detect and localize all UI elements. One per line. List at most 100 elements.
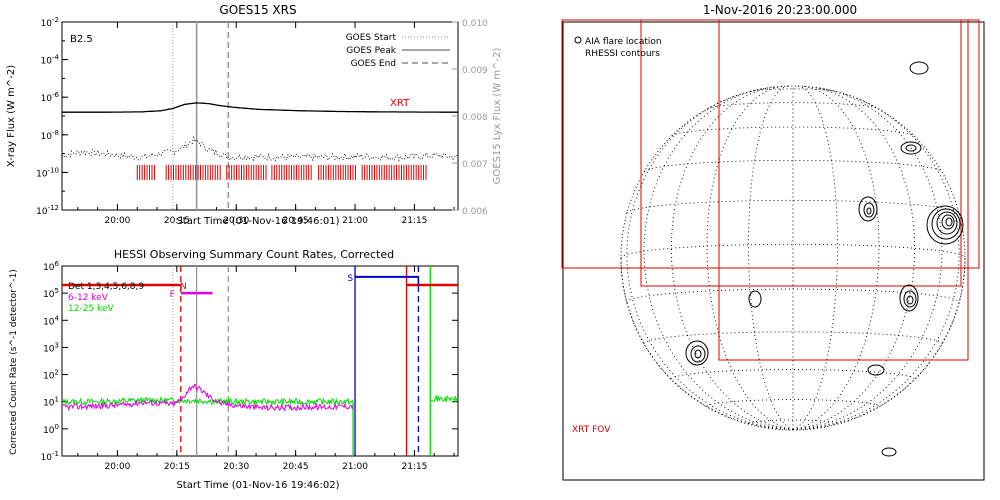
hessi-series [61,383,459,456]
hessi-event-lines [172,266,431,456]
goes-panel: GOES15 XRS 10-2 10-4 10-6 10-8 10-10 10-12 20… [6,3,503,227]
xrt-label: XRT [390,98,410,109]
tick-label: 100 [43,423,59,436]
hessi-x-label: Start Time (01-Nov-16 19:46:02) [176,480,339,491]
flag-marker-n: N [180,282,187,292]
right-tick-label: 0.010 [462,19,488,29]
grid-meridian [643,87,794,430]
hessi-x-axis: 20:00 20:15 20:30 20:45 21:00 21:15 [77,266,455,472]
goes-legend: GOES Start GOES Peak GOES End [346,33,450,69]
grid-parallel [671,126,915,137]
disk-panel: 1-Nov-2016 20:23:00.000 [561,3,985,481]
legend-goes-peak: GOES Peak [346,46,396,56]
hessi-flag-markers: FN S [170,274,354,300]
grid-meridian [620,257,794,430]
grid-parallel [644,159,942,172]
tick-label: 10-6 [41,91,60,104]
x-tick-label: 20:00 [104,462,130,472]
tick-label: 101 [43,396,59,409]
hessi-y-label: Corrected Count Rate (s^-1 detector^-1) [9,269,19,455]
hessi-legend: Det 1,3,4,5,6,8,9 6-12 keV 12-25 keV [68,282,144,314]
x-tick-label: 21:00 [342,216,368,226]
right-tick-label: 0.006 [462,207,488,217]
x-tick-label: 20:45 [283,216,309,226]
legend-goes-end: GOES End [351,59,396,69]
grid-parallel [626,288,960,303]
goes-x-axis: 20:00 20:15 20:30 20:45 21:00 21:15 [77,22,455,226]
grid-meridian [792,86,916,430]
series-line [61,383,354,413]
x-tick-label: 20:30 [223,462,249,472]
disk-title: 1-Nov-2016 20:23:00.000 [703,3,857,17]
solar-disk-grid [620,85,966,430]
goes-short-channel-curve [61,136,458,162]
tick-label: 10-1 [41,450,59,463]
grid-parallel [670,369,916,380]
series-line [430,394,459,403]
goes-class-label: B2.5 [70,34,93,45]
goes-right-axis: 0.010 0.009 0.008 0.007 0.006 [452,19,488,217]
grid-meridian [792,257,966,430]
tick-label: 102 [43,369,59,382]
x-tick-label: 21:15 [401,216,427,226]
grid-parallel [626,199,960,214]
right-tick-label: 0.008 [462,113,488,123]
flag-marker-f: F [170,290,175,300]
grid-meridian [792,93,960,430]
goes-plot-frame [61,21,459,211]
legend-aia: AIA flare location [585,37,662,47]
x-tick-label: 20:15 [164,216,190,226]
xrt-coverage-bars [136,164,427,180]
legend-rhessi: RHESSI contours [585,49,660,59]
hessi-plot-frame [61,265,459,457]
grid-parallel [620,243,966,259]
grid-parallel [643,331,943,344]
goes-title: GOES15 XRS [219,3,296,17]
grid-parallel [706,399,880,407]
x-tick-label: 20:45 [283,462,309,472]
contour-group [899,284,919,312]
tick-label: 103 [43,341,59,354]
contour-group [926,205,964,245]
hessi-title: HESSI Observing Summary Count Rates, Cor… [114,248,394,261]
xrt-fov-box [718,19,969,361]
goes-event-lines [172,22,230,210]
right-tick-label: 0.007 [462,160,488,170]
x-tick-label: 20:00 [104,216,130,226]
goes-x-label: Start Time (01-Nov-16 19:46:01) [176,216,339,227]
grid-meridian [792,87,943,430]
contour-group [685,340,709,366]
xrt-fov-boxes [561,19,980,361]
goes-long-channel-curve [62,102,458,113]
tick-label: 106 [43,260,59,273]
contour-group [881,447,897,457]
flag-marker-s: S [347,274,353,284]
grid-meridian [706,85,794,430]
grid-meridian [792,85,838,430]
tick-label: 10-12 [36,204,59,217]
contour-group [858,196,878,222]
aia-marker-symbol [574,36,582,44]
goes-y-axis: 10-2 10-4 10-6 10-8 10-10 10-12 [36,16,68,217]
contour-group [900,141,922,155]
tick-label: 105 [43,287,59,300]
series-line [61,395,354,407]
right-tick-label: 0.009 [462,66,488,76]
tick-label: 10-8 [41,129,59,142]
tick-label: 104 [43,314,59,327]
solar-limb [620,85,966,431]
legend-6-12-kev: 6-12 keV [68,293,109,303]
contour-group [909,61,929,75]
contour-group [867,364,885,376]
grid-meridian [626,93,794,430]
grid-meridian [670,86,794,430]
legend-12-25-kev: 12-25 keV [68,304,114,314]
grid-meridian [792,85,880,430]
x-tick-label: 20:15 [164,462,190,472]
goes-y-label: X-ray Flux (W m^-2) [6,65,17,167]
xrt-fov-box [640,19,962,287]
disk-plot-frame [562,21,985,481]
tick-label: 10-2 [41,16,59,29]
goes-right-y-label: GOES15 Lyx Flux (W m^-2) [492,48,503,185]
